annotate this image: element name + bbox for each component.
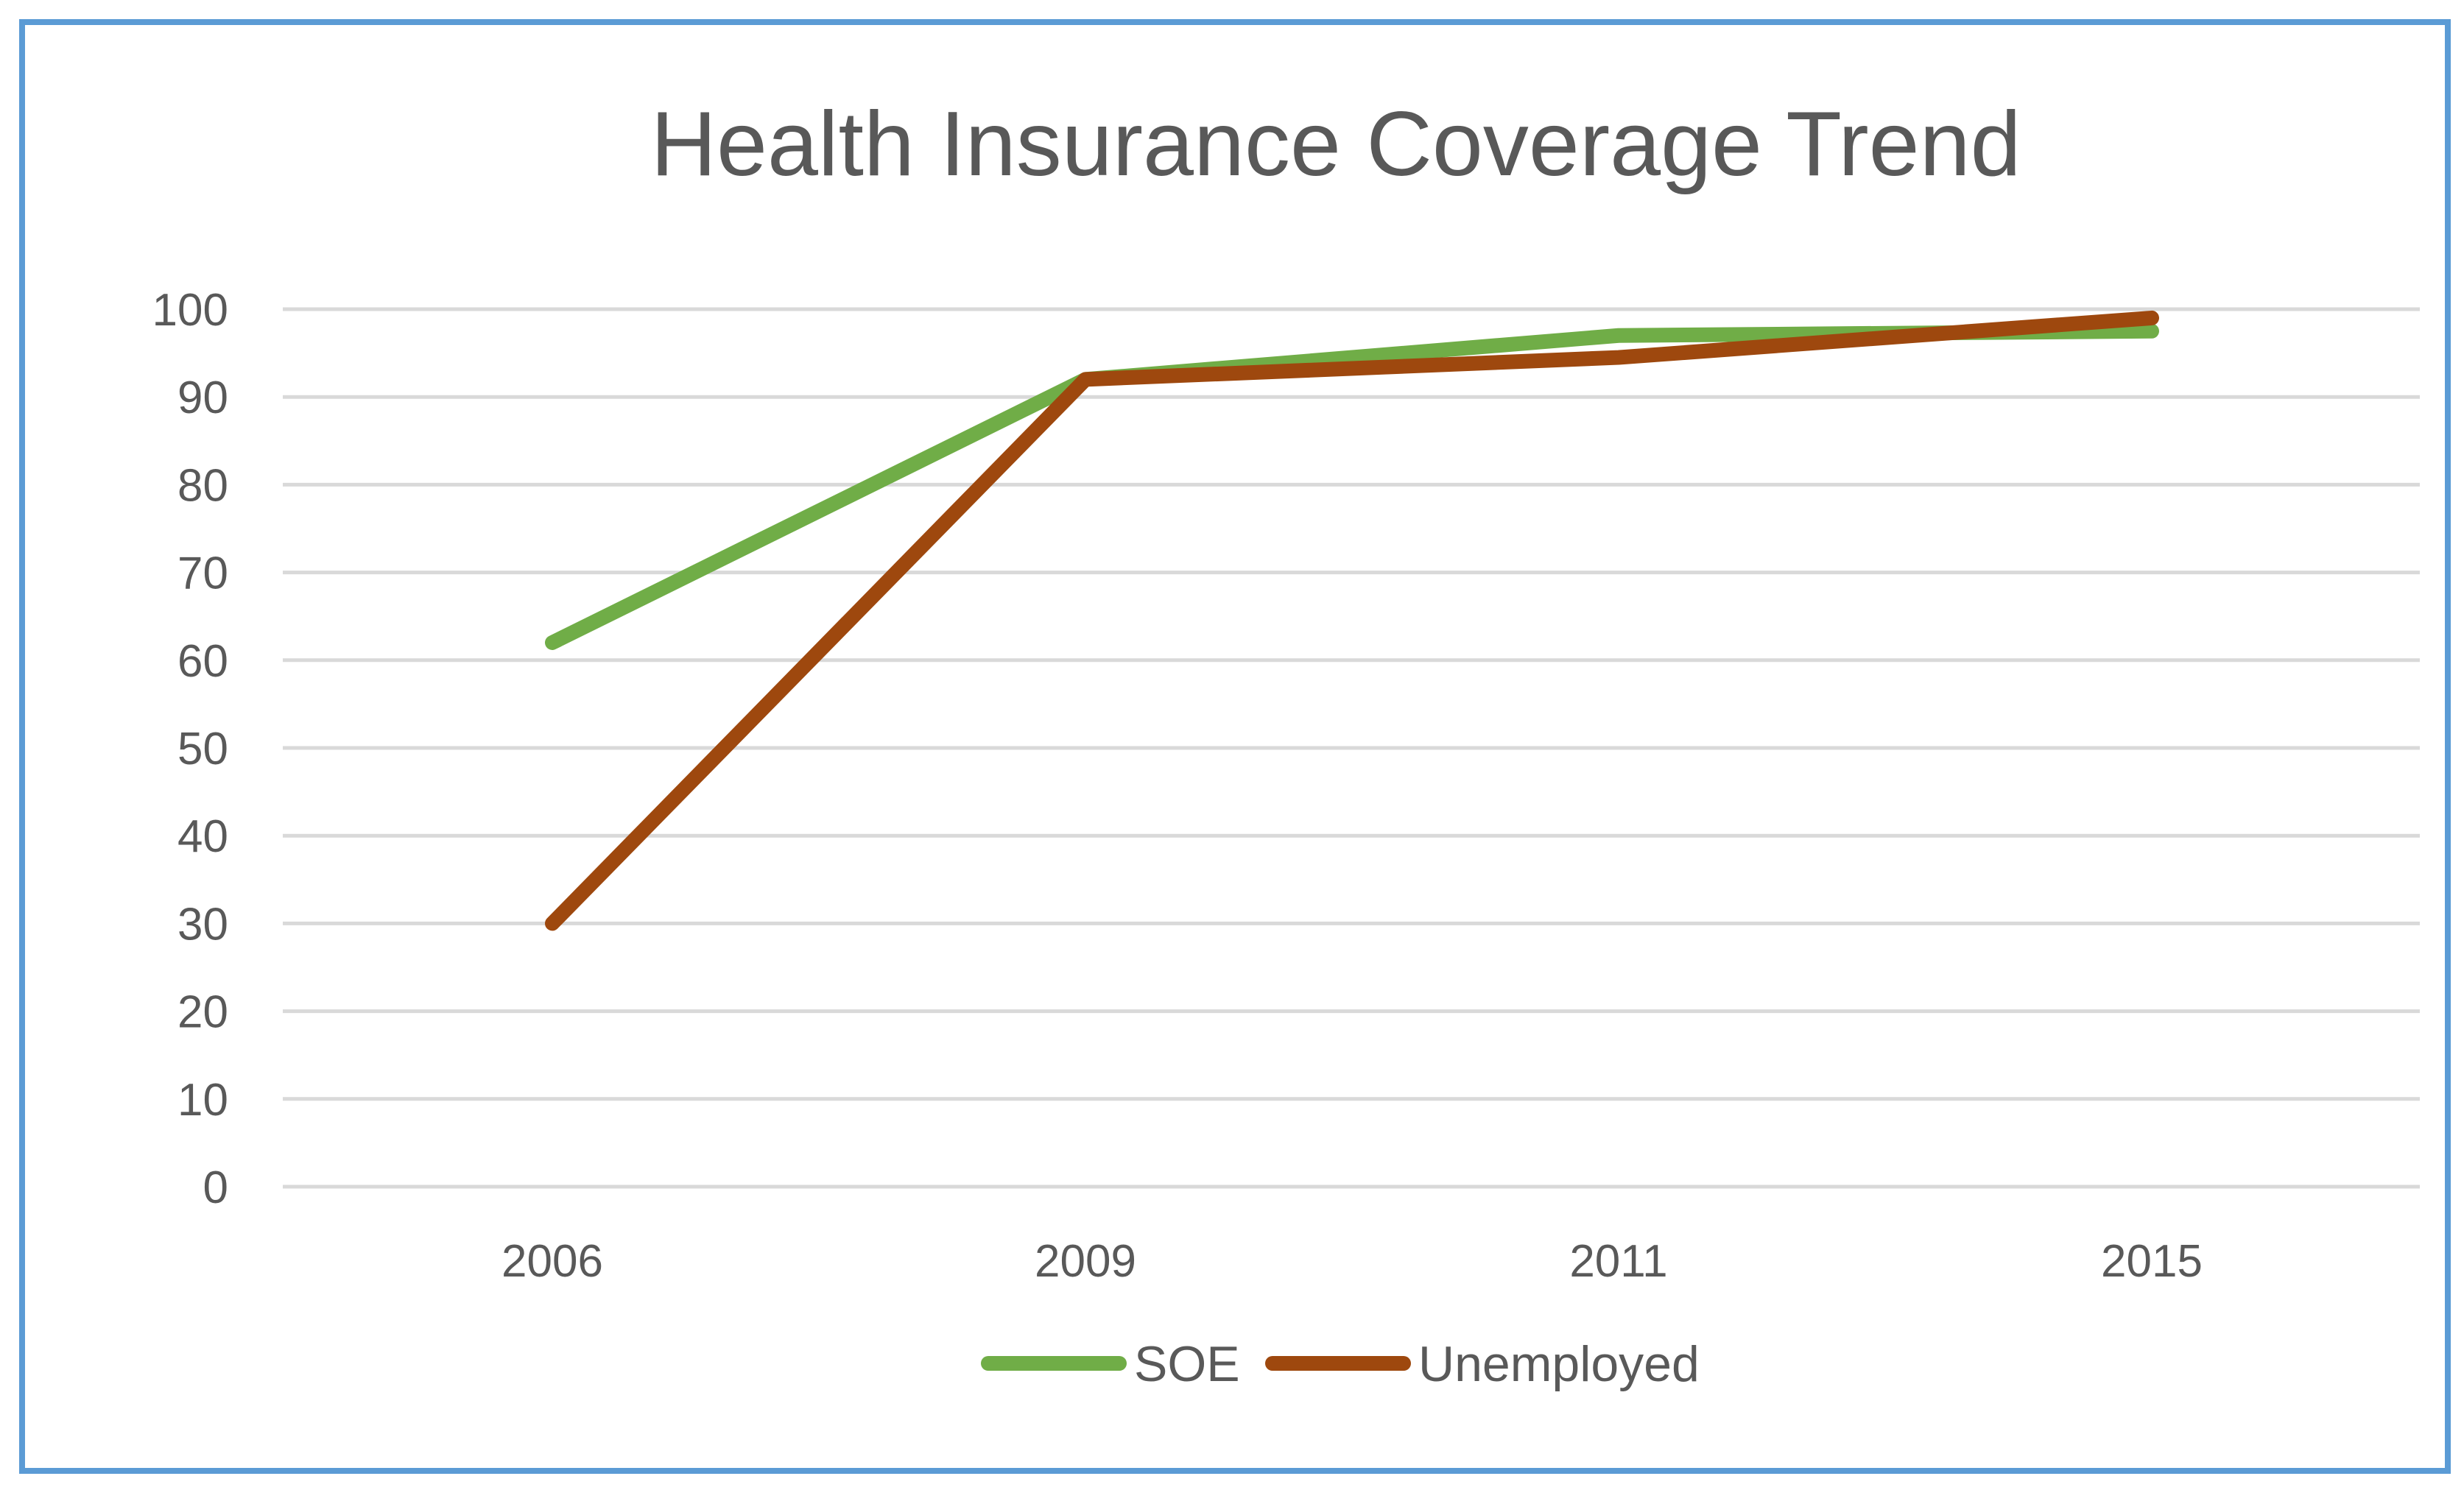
x-axis-tick-labels: 2006 2009 2011 2015 <box>501 1236 2203 1287</box>
y-tick-label: 40 <box>177 811 228 862</box>
chart-title: Health Insurance Coverage Trend <box>650 93 2021 195</box>
y-tick-label: 100 <box>152 285 228 336</box>
y-tick-label: 70 <box>177 548 228 599</box>
line-chart: Health Insurance Coverage Trend 0 10 20 30 4… <box>152 93 2420 1392</box>
x-tick-label: 2006 <box>501 1236 603 1287</box>
y-tick-label: 60 <box>177 636 228 687</box>
y-tick-label: 80 <box>177 460 228 511</box>
x-tick-label: 2015 <box>2101 1236 2203 1287</box>
series-line-unemployed <box>545 310 2159 931</box>
y-tick-label: 30 <box>177 899 228 950</box>
legend-label-soe: SOE <box>1134 1336 1240 1392</box>
y-tick-label: 20 <box>177 987 228 1038</box>
series-line-soe <box>545 323 2159 650</box>
gridlines <box>283 307 2420 1189</box>
x-tick-label: 2009 <box>1035 1236 1136 1287</box>
series-lines <box>545 310 2159 931</box>
y-tick-label: 0 <box>203 1162 228 1213</box>
y-tick-label: 10 <box>177 1075 228 1126</box>
chart-frame: Health Insurance Coverage Trend 0 10 20 30 4… <box>19 19 2451 1474</box>
x-tick-label: 2011 <box>1569 1236 1667 1287</box>
y-axis-tick-labels: 0 10 20 30 40 50 60 70 80 90 100 <box>152 285 228 1213</box>
y-tick-label: 50 <box>177 724 228 774</box>
legend: SOE Unemployed <box>981 1336 1700 1392</box>
y-tick-label: 90 <box>177 372 228 423</box>
legend-label-unemployed: Unemployed <box>1418 1336 1700 1392</box>
